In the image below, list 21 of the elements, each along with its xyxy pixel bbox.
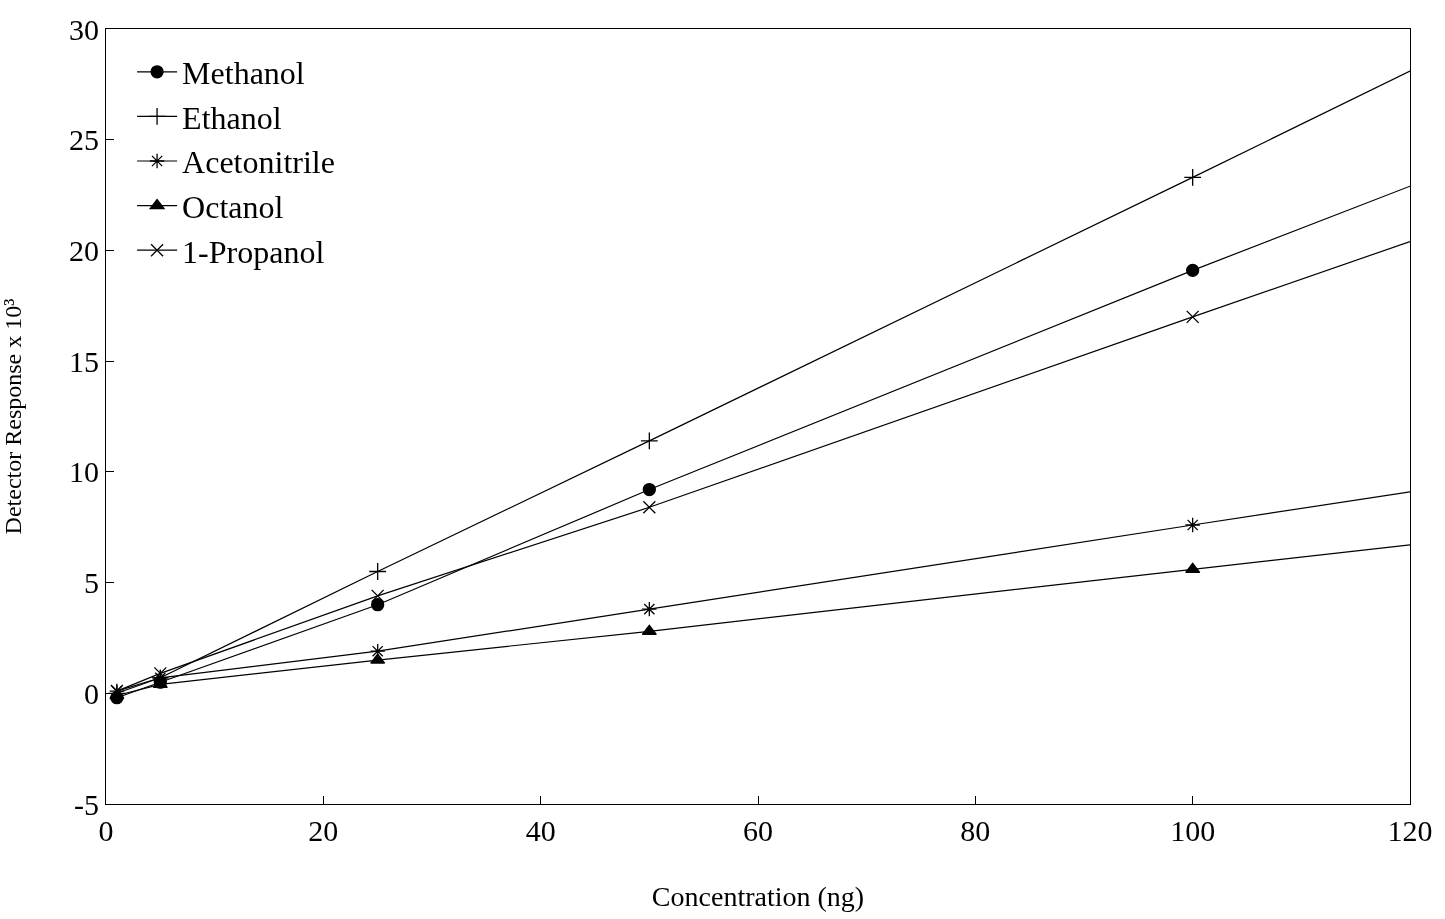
x-tick-label: 120 — [1387, 814, 1433, 848]
x-tick-label: 20 — [308, 814, 339, 848]
y-tick-label: 0 — [83, 676, 99, 710]
legend-label: 1-Propanol — [182, 233, 325, 270]
y-tick-label: 15 — [68, 344, 99, 378]
x-tick-label: 80 — [960, 814, 991, 848]
legend-label: Ethanol — [182, 99, 282, 136]
legend-label: Acetonitrile — [182, 144, 335, 181]
legend-label: Methanol — [182, 55, 305, 92]
x-tick-label: 40 — [525, 814, 556, 848]
y-tick-label: 25 — [68, 123, 99, 157]
y-tick-label: 10 — [68, 455, 99, 489]
x-axis-title: Concentration (ng) — [651, 881, 865, 913]
y-tick-label: -5 — [73, 787, 99, 821]
x-tick-label: 60 — [743, 814, 773, 848]
y-tick-label: 20 — [68, 233, 99, 267]
x-tick-label: 100 — [1170, 814, 1216, 848]
y-axis-title: Detector Response x 10³ — [0, 298, 26, 535]
y-tick-label: 30 — [68, 12, 99, 46]
legend-label: Octanol — [182, 189, 284, 226]
y-tick-label: 5 — [83, 566, 99, 600]
